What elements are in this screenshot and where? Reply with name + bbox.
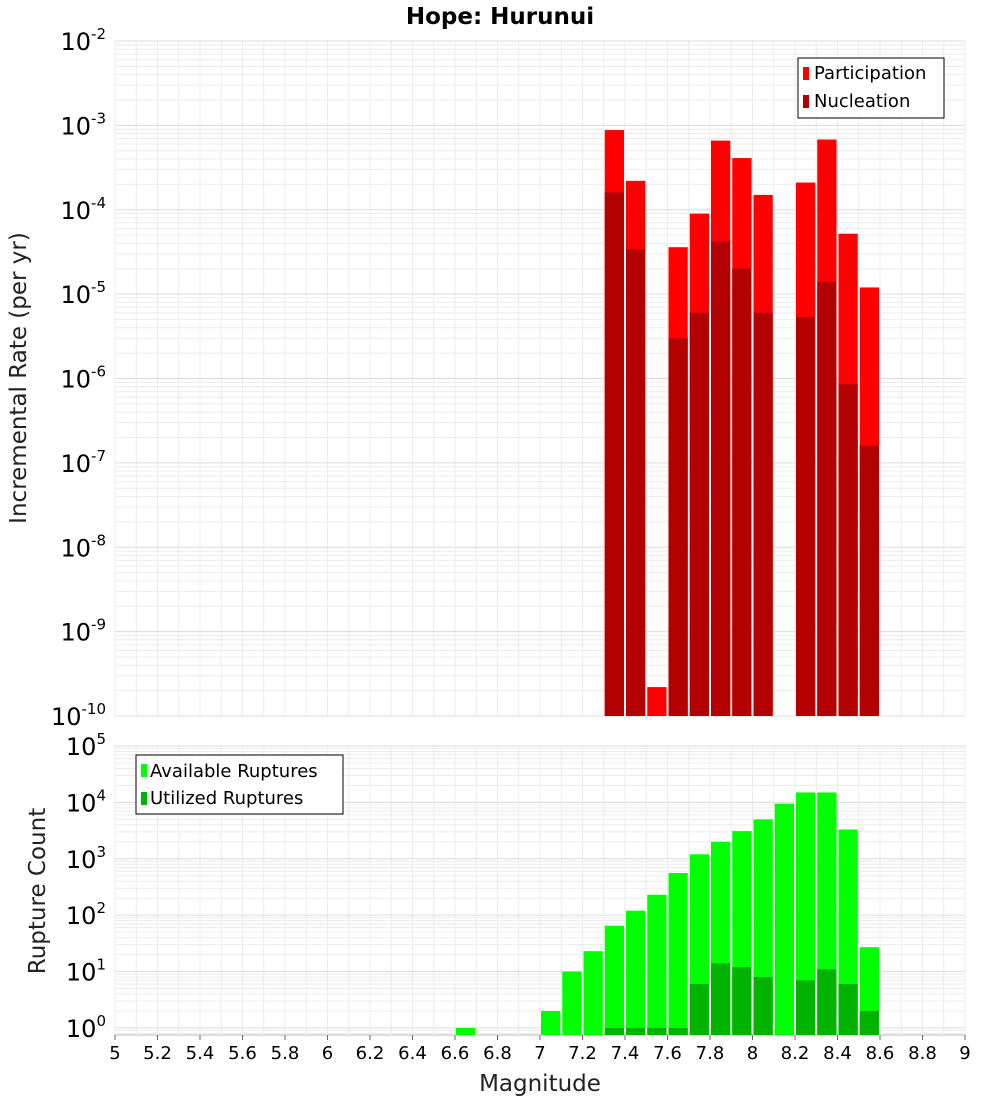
- rate-grid: [114, 40, 966, 717]
- x-tick-label: 5.6: [228, 1043, 257, 1064]
- available-ruptures-bar: [796, 792, 816, 1035]
- count-grid: [114, 745, 966, 1035]
- x-tick-label: 5.4: [186, 1043, 215, 1064]
- x-tick-label: 6.4: [398, 1043, 427, 1064]
- utilized-ruptures-bar: [626, 1027, 646, 1035]
- rate-bars: [604, 130, 879, 717]
- rate-legend: Participation Nucleation: [797, 57, 945, 119]
- chart-title: Hope: Hurunui: [406, 4, 594, 30]
- rate-y-axis-label: Incremental Rate (per yr): [6, 232, 32, 524]
- rate-y-tick-label: 10-10: [51, 700, 106, 731]
- x-tick-label: 7.4: [611, 1043, 640, 1064]
- rate-y-tick-label: 10-4: [60, 194, 106, 225]
- utilized-legend-swatch: [141, 792, 147, 805]
- nucleation-bar: [796, 317, 816, 716]
- available-ruptures-bar: [668, 872, 688, 1035]
- nucleation-bar: [838, 384, 858, 716]
- x-tick-label: 7.2: [568, 1043, 597, 1064]
- count-y-tick-label: 104: [66, 786, 106, 817]
- utilized-ruptures-bar: [817, 969, 837, 1035]
- utilized-ruptures-bar: [753, 977, 773, 1035]
- x-tick-label: 8.4: [823, 1043, 852, 1064]
- rate-y-tick-label: 10-6: [60, 363, 106, 394]
- rate-y-tick-label: 10-7: [60, 447, 106, 478]
- x-tick-label: 6.8: [483, 1043, 512, 1064]
- rate-y-ticks: 10-10 10-9 10-8 10-7 10-6 10-5 10-4 10-3 10-2: [51, 25, 106, 731]
- x-tick-label: 8.6: [866, 1043, 895, 1064]
- available-legend-swatch: [141, 764, 147, 777]
- available-ruptures-bar: [647, 894, 667, 1035]
- utilized-ruptures-bar: [838, 984, 858, 1035]
- x-tick-label: 5.2: [143, 1043, 172, 1064]
- available-ruptures-bar: [456, 1027, 476, 1035]
- utilized-ruptures-bar: [711, 963, 731, 1035]
- x-axis-label: Magnitude: [479, 1071, 601, 1097]
- utilized-ruptures-bar: [689, 984, 709, 1035]
- available-ruptures-bar: [774, 803, 794, 1035]
- x-tick-label: 8: [747, 1043, 758, 1064]
- count-y-tick-label: 101: [66, 956, 106, 987]
- x-tick-label: 6.6: [441, 1043, 470, 1064]
- rate-y-tick-label: 10-3: [60, 109, 106, 140]
- x-tick-label: 9: [959, 1043, 970, 1064]
- rate-y-tick-label: 10-2: [60, 25, 106, 56]
- available-legend-label: Available Ruptures: [150, 761, 318, 782]
- x-tick-label: 5: [109, 1043, 120, 1064]
- x-tick-label: 6: [322, 1043, 333, 1064]
- rate-y-tick-label: 10-5: [60, 278, 106, 309]
- utilized-ruptures-bar: [668, 1027, 688, 1035]
- utilized-ruptures-bar: [647, 1027, 667, 1035]
- available-ruptures-bar: [838, 829, 858, 1035]
- nucleation-bar: [753, 312, 773, 716]
- available-ruptures-bar: [541, 1010, 561, 1035]
- utilized-ruptures-bar: [796, 980, 816, 1035]
- nucleation-bar: [732, 268, 752, 716]
- x-tick-label: 5.8: [271, 1043, 300, 1064]
- nucleation-legend-swatch: [803, 95, 809, 108]
- utilized-ruptures-bar: [604, 1027, 624, 1035]
- count-x-ticks: 5 5.2 5.4 5.6 5.8 6 6.2 6.4 6.6 6.8 7 7.2 7.4 7.6 7.8 8…: [109, 1035, 971, 1064]
- count-bars: [456, 792, 879, 1035]
- nucleation-bar: [604, 192, 624, 717]
- x-tick-label: 7.8: [696, 1043, 725, 1064]
- rate-y-tick-label: 10-8: [60, 531, 106, 562]
- nucleation-bar: [817, 281, 837, 716]
- x-tick-label: 6.2: [356, 1043, 385, 1064]
- participation-legend-swatch: [803, 67, 809, 80]
- count-y-tick-label: 102: [66, 899, 106, 930]
- nucleation-bar: [859, 445, 879, 716]
- nucleation-bar: [626, 249, 646, 716]
- available-ruptures-bar: [604, 925, 624, 1035]
- available-ruptures-bar: [626, 910, 646, 1035]
- rate-panel: 10-10 10-9 10-8 10-7 10-6 10-5 10-4 10-3 10-2 In…: [6, 25, 966, 731]
- count-y-tick-label: 105: [66, 730, 106, 761]
- count-panel: 100 101 102 103 104 105 5 5.2 5.4 5.6 5.8 6 6.2 6.4 6…: [25, 730, 971, 1097]
- nucleation-legend-label: Nucleation: [814, 91, 910, 112]
- utilized-legend-label: Utilized Ruptures: [150, 788, 303, 809]
- count-legend: Available Ruptures Utilized Ruptures: [135, 754, 344, 815]
- available-ruptures-bar: [583, 951, 603, 1035]
- nucleation-bar: [711, 241, 731, 717]
- count-y-tick-label: 103: [66, 843, 106, 874]
- participation-legend-label: Participation: [814, 63, 926, 84]
- available-ruptures-bar: [562, 971, 582, 1035]
- count-y-axis-label: Rupture Count: [25, 808, 51, 974]
- x-tick-label: 7.6: [653, 1043, 682, 1064]
- nucleation-bar: [689, 312, 709, 716]
- rate-y-tick-label: 10-9: [60, 616, 106, 647]
- x-tick-label: 7: [534, 1043, 545, 1064]
- x-tick-label: 8.2: [781, 1043, 810, 1064]
- utilized-ruptures-bar: [859, 1010, 879, 1035]
- count-y-ticks: 100 101 102 103 104 105: [66, 730, 106, 1043]
- x-tick-label: 8.8: [908, 1043, 937, 1064]
- count-y-tick-label: 100: [66, 1012, 106, 1043]
- nucleation-bar: [668, 338, 688, 716]
- rate-legend-box: [797, 57, 945, 119]
- utilized-ruptures-bar: [732, 967, 752, 1035]
- participation-bar: [647, 687, 667, 716]
- count-legend-box: [135, 754, 344, 815]
